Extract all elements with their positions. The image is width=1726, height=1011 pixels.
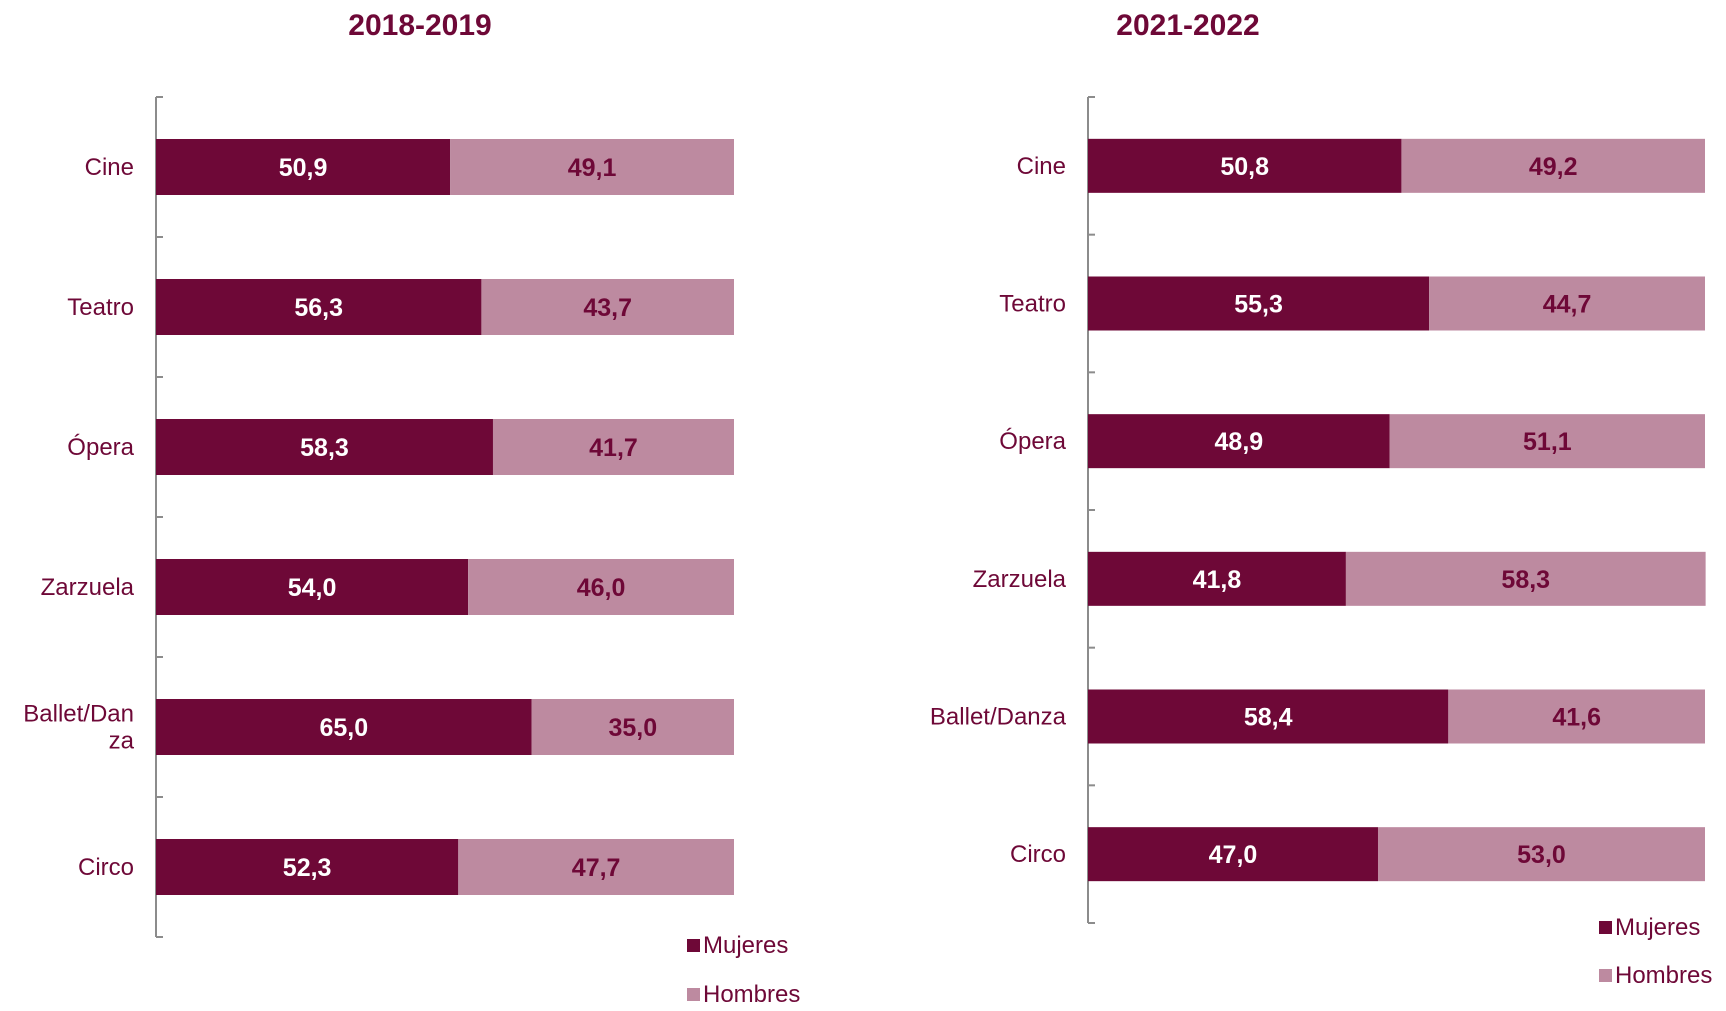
bar-hombres [1401, 138, 1705, 193]
legend-label-hombres: Hombres [1615, 962, 1712, 989]
data-label-hombres: 47,7 [572, 854, 621, 882]
data-label-hombres: 44,7 [1543, 291, 1592, 319]
legend-label-mujeres: Mujeres [1615, 914, 1700, 941]
legend-swatch-mujeres [687, 939, 700, 952]
bar-hombres [1377, 827, 1705, 882]
data-label-hombres: 41,6 [1552, 704, 1601, 732]
bar-hombres [492, 419, 734, 475]
data-label-mujeres: 48,9 [1215, 428, 1264, 456]
chart-2: 2021-2022 Cine 50,8 49,2 Teatro 55,3 44,7 Ópera… [930, 9, 1712, 989]
data-label-hombres: 53,0 [1517, 841, 1566, 869]
category-label: Circo [1010, 841, 1066, 868]
bar-hombres [1389, 414, 1705, 469]
data-label-mujeres: 41,8 [1193, 566, 1242, 594]
bar-mujeres [1088, 276, 1430, 331]
data-label-hombres: 43,7 [583, 294, 632, 322]
category-label: Cine [85, 154, 134, 181]
bar-hombres [1448, 689, 1705, 744]
bar-mujeres [1088, 551, 1346, 606]
data-label-mujeres: 50,8 [1220, 153, 1269, 181]
data-label-hombres: 49,2 [1529, 153, 1578, 181]
data-label-mujeres: 58,3 [300, 434, 349, 462]
bar-mujeres [156, 139, 451, 195]
data-label-hombres: 49,1 [568, 154, 617, 182]
data-label-mujeres: 65,0 [320, 714, 369, 742]
chart-1: 2018-2019 Cine 50,9 49,1 Teatro 56,3 43,7 Ópera… [23, 9, 800, 1008]
bar-hombres [458, 839, 734, 895]
bar-hombres [468, 559, 734, 615]
bar-mujeres [156, 699, 532, 755]
data-label-mujeres: 56,3 [294, 294, 343, 322]
legend-label-hombres: Hombres [703, 981, 800, 1008]
legend-swatch-hombres [687, 988, 700, 1001]
bar-mujeres [156, 419, 493, 475]
bar-mujeres [156, 279, 482, 335]
category-label: Cine [1017, 153, 1066, 180]
bar-mujeres [156, 559, 469, 615]
category-label: Circo [78, 854, 134, 881]
category-label: Teatro [999, 291, 1066, 318]
bar-hombres [1429, 276, 1705, 331]
data-label-mujeres: 55,3 [1234, 291, 1283, 319]
data-label-mujeres: 54,0 [288, 574, 337, 602]
category-label: Ópera [67, 434, 134, 461]
legend-swatch-hombres [1599, 969, 1612, 982]
chart-title: 2018-2019 [348, 9, 491, 42]
bar-mujeres [1088, 414, 1390, 469]
data-label-mujeres: 58,4 [1244, 704, 1293, 732]
bar-mujeres [1088, 138, 1402, 193]
bar-hombres [450, 139, 734, 195]
bar-mujeres [156, 839, 459, 895]
category-label: Ópera [999, 428, 1066, 455]
data-label-mujeres: 47,0 [1209, 841, 1258, 869]
category-label: Ballet/Danza [930, 704, 1067, 731]
data-label-hombres: 46,0 [577, 574, 626, 602]
bar-mujeres [1088, 827, 1378, 882]
bar-mujeres [1088, 689, 1449, 744]
legend-label-mujeres: Mujeres [703, 932, 788, 959]
bar-hombres [531, 699, 734, 755]
data-label-hombres: 35,0 [609, 714, 658, 742]
data-label-hombres: 51,1 [1523, 428, 1572, 456]
bar-hombres [1345, 551, 1706, 606]
data-label-mujeres: 52,3 [283, 854, 332, 882]
data-label-hombres: 58,3 [1501, 566, 1550, 594]
data-label-mujeres: 50,9 [279, 154, 328, 182]
category-label: Zarzuela [973, 566, 1067, 593]
category-label: Teatro [67, 294, 134, 321]
legend-swatch-mujeres [1599, 921, 1612, 934]
chart-title: 2021-2022 [1116, 9, 1259, 42]
category-label: Zarzuela [41, 574, 135, 601]
data-label-hombres: 41,7 [589, 434, 638, 462]
bar-hombres [481, 279, 734, 335]
